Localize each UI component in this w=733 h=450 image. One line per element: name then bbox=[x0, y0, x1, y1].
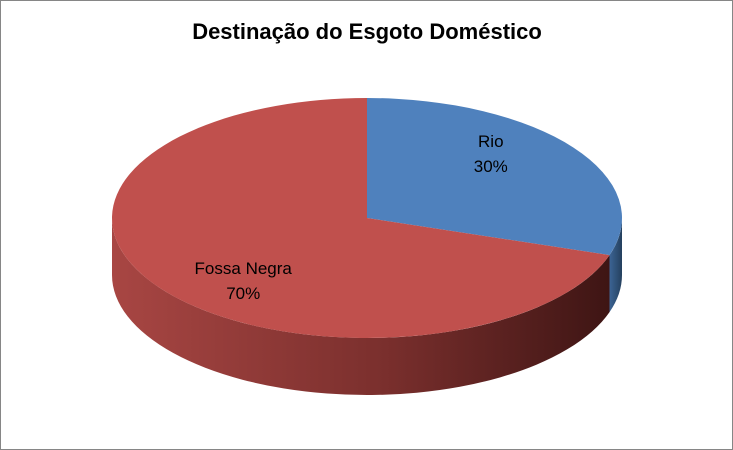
chart-title: Destinação do Esgoto Doméstico bbox=[192, 19, 542, 44]
slice-side bbox=[112, 218, 610, 396]
data-label-name: Fossa Negra bbox=[195, 259, 293, 278]
data-label-name: Rio bbox=[478, 132, 504, 151]
slice bbox=[112, 98, 610, 338]
slice bbox=[367, 98, 623, 256]
data-label-value: 70% bbox=[226, 284, 260, 303]
data-label-value: 30% bbox=[474, 157, 508, 176]
slice-side bbox=[609, 218, 622, 313]
